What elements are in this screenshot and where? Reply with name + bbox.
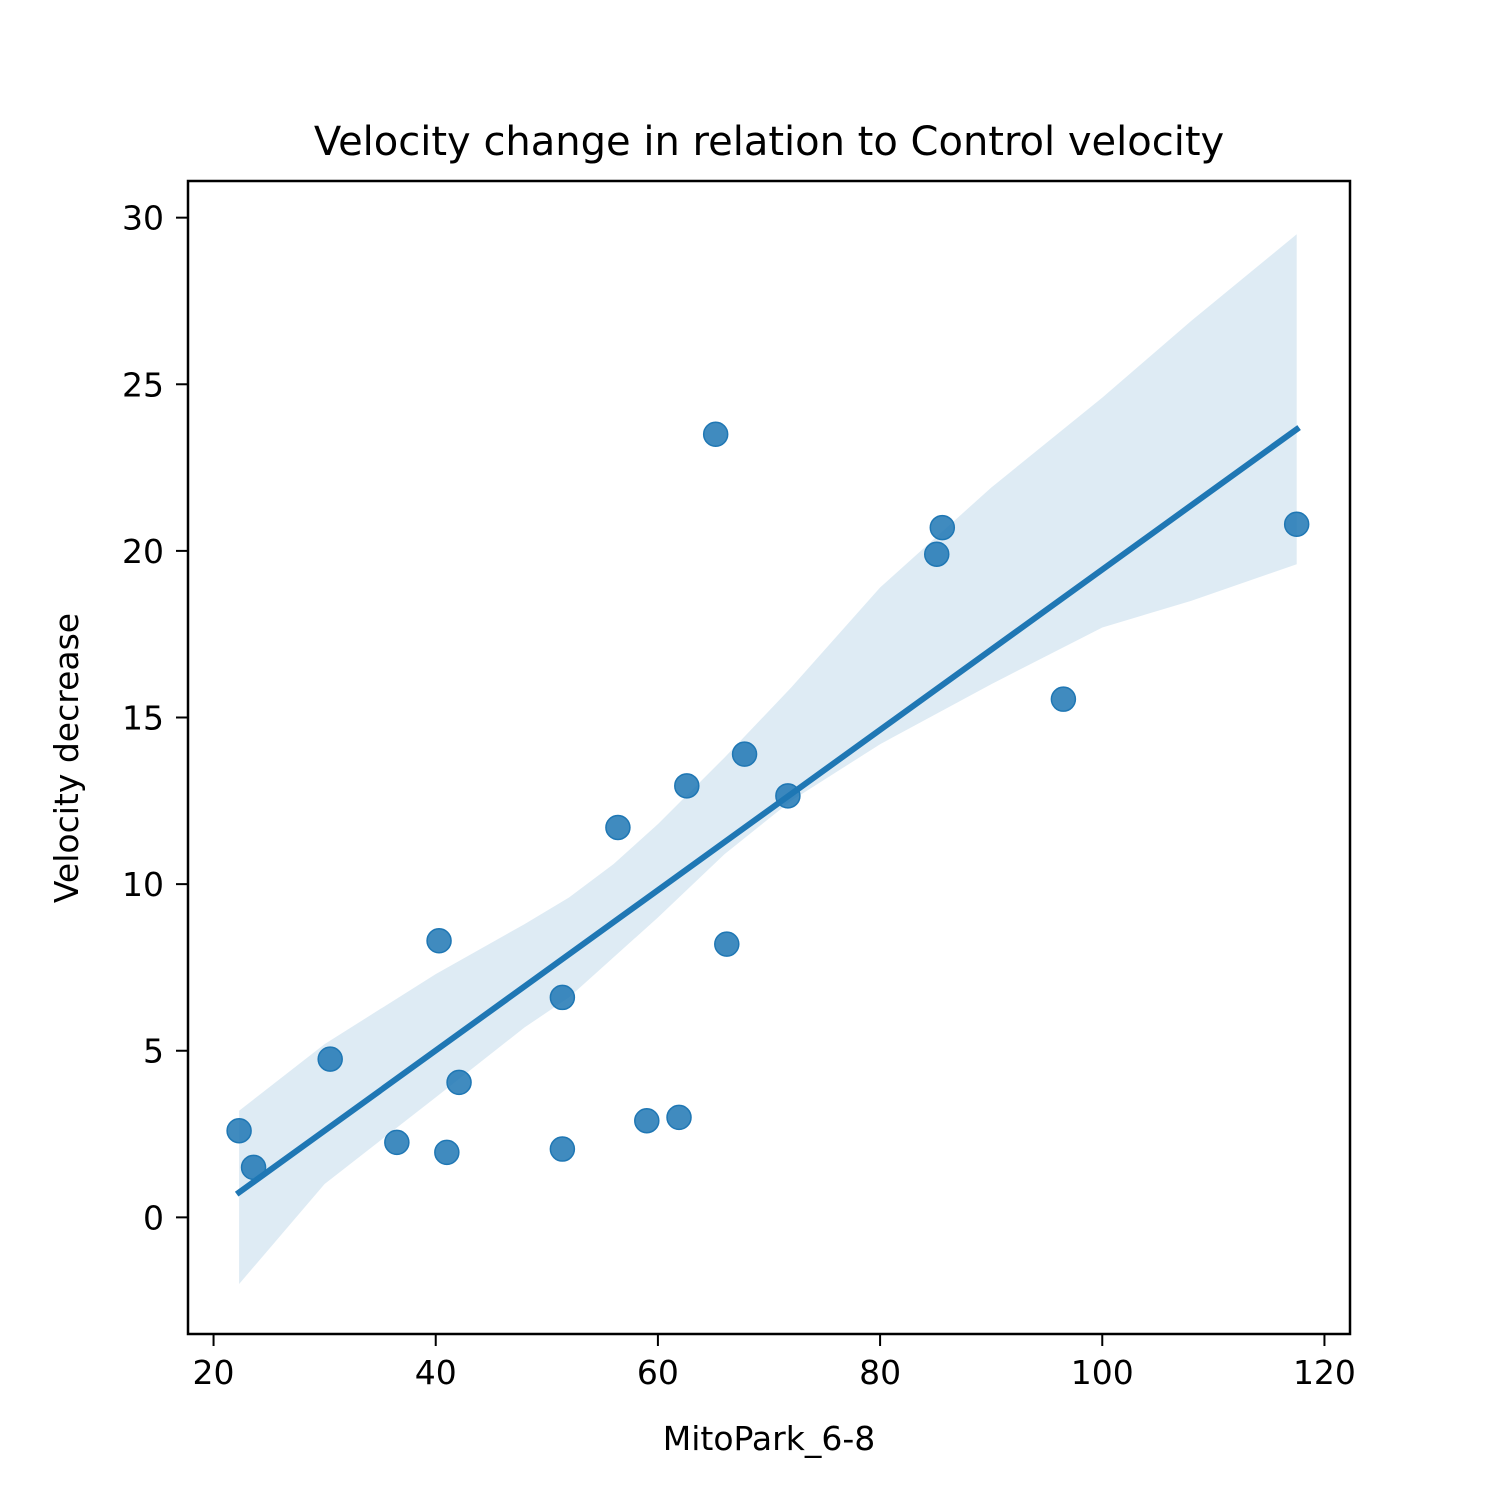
y-tick-label: 30 bbox=[122, 199, 164, 238]
plot-area bbox=[226, 234, 1310, 1284]
data-point bbox=[929, 514, 956, 541]
y-tick-label: 5 bbox=[143, 1032, 164, 1071]
data-point bbox=[1283, 511, 1310, 537]
axes: 20 40 60 80 100 120 0 5 10 15 20 25 30 bbox=[122, 179, 1356, 1392]
y-tick-label: 15 bbox=[122, 699, 164, 738]
x-tick-label: 120 bbox=[1293, 1353, 1356, 1392]
data-point bbox=[731, 741, 758, 767]
y-tick-label: 20 bbox=[122, 532, 164, 571]
chart-title: Velocity change in relation to Control v… bbox=[314, 119, 1224, 165]
data-point bbox=[434, 1139, 460, 1166]
data-point bbox=[317, 1046, 343, 1072]
data-point bbox=[923, 541, 950, 567]
confidence-band bbox=[239, 234, 1297, 1284]
data-point bbox=[384, 1129, 410, 1156]
data-point bbox=[666, 1104, 692, 1131]
data-point bbox=[634, 1107, 660, 1134]
x-tick-label: 20 bbox=[193, 1353, 235, 1392]
y-tick-label: 25 bbox=[122, 365, 164, 404]
data-point bbox=[240, 1154, 267, 1181]
data-point bbox=[226, 1117, 252, 1144]
data-point bbox=[426, 928, 452, 954]
data-point bbox=[1050, 686, 1077, 712]
data-point bbox=[674, 773, 700, 799]
y-tick-label: 10 bbox=[122, 865, 164, 904]
x-axis-title: MitoPark_6-8 bbox=[663, 1419, 876, 1458]
y-tick-label: 0 bbox=[143, 1198, 164, 1237]
plot-frame bbox=[186, 179, 1352, 1336]
data-point bbox=[775, 783, 801, 809]
data-point bbox=[549, 1136, 576, 1162]
data-point bbox=[549, 984, 576, 1011]
x-tick-label: 40 bbox=[415, 1353, 457, 1392]
x-tick-label: 80 bbox=[859, 1353, 901, 1392]
x-tick-label: 100 bbox=[1071, 1353, 1134, 1392]
x-tick-label: 60 bbox=[637, 1353, 679, 1392]
data-point bbox=[702, 421, 729, 448]
data-point bbox=[605, 814, 631, 841]
data-point bbox=[714, 931, 740, 957]
y-axis-title: Velocity decrease bbox=[47, 613, 86, 903]
data-point bbox=[446, 1069, 472, 1096]
regression-line bbox=[234, 425, 1301, 1197]
